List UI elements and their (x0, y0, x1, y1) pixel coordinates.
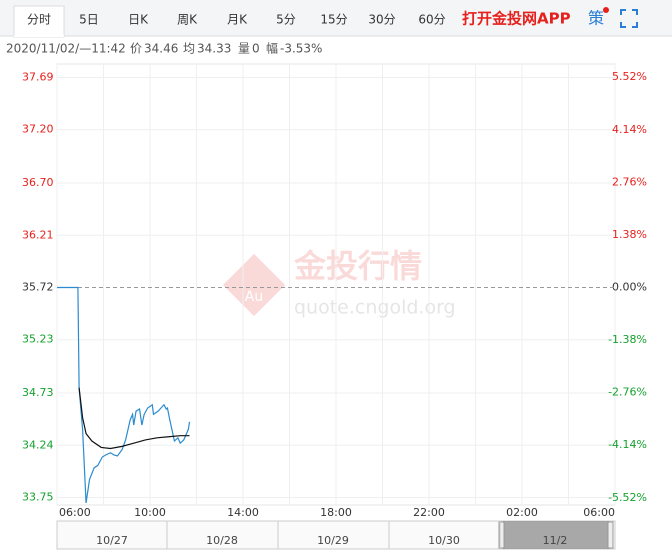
navigator-handle[interactable] (607, 521, 614, 549)
navigator-dates: 10/27 10/28 10/29 10/30 11/2 (96, 521, 567, 549)
y-tick-label: 37.20 (22, 123, 54, 136)
x-tick-label: 06:00 (59, 506, 91, 519)
y-tick-label: 34.73 (22, 386, 54, 399)
y-tick-label: 35.72 (22, 281, 54, 294)
app-link[interactable]: 打开金投网APP (462, 10, 571, 28)
chart: 06:00 10:00 14:00 18:00 22:00 02:00 06:00 37.69… (22, 63, 647, 519)
x-tick-label: 02:00 (506, 506, 538, 519)
info-item: 34.46 (144, 42, 178, 56)
y-tick-label: 33.75 (22, 491, 54, 504)
y2-tick-label: -2.76% (608, 386, 647, 399)
y2-tick-label: 0.00% (612, 281, 647, 294)
x-tick-label: 10:00 (134, 506, 166, 519)
x-tick-label: 22:00 (413, 506, 445, 519)
series-line (78, 387, 190, 450)
info-item: 量 (238, 42, 250, 56)
info-item: 0 (252, 42, 260, 56)
navigator-selection[interactable] (503, 521, 609, 549)
y2-tick-label: 5.52% (612, 70, 647, 83)
tab[interactable]: 日K (128, 13, 149, 27)
navigator-handle[interactable] (498, 521, 505, 549)
info-item: 价 (130, 42, 142, 56)
strategy-button[interactable]: 策 (588, 9, 604, 28)
y2-tick-label: -1.38% (608, 333, 647, 346)
notify-dot (603, 7, 609, 13)
y-tick-label: 36.21 (22, 228, 54, 241)
info-line: 2020/11/02/—11:42 价 34.46 均 34.33 量 0 幅 -3.53% (6, 41, 322, 56)
watermark: Au 金投行情 quote.cngold.org (222, 247, 456, 319)
fullscreen-button[interactable] (620, 9, 638, 28)
watermark-brand: 金投行情 (293, 247, 422, 285)
info-item: 2020/11/02/—11:42 (6, 42, 126, 56)
active-tab-bg (13, 5, 65, 38)
tab[interactable]: 分时 (27, 13, 51, 27)
y-tick-label: 34.24 (22, 438, 54, 451)
y-tick-label: 35.23 (22, 333, 54, 346)
navigator-date: 11/2 (543, 534, 568, 547)
y2-tick-label: -5.52% (608, 491, 647, 504)
tab[interactable]: 60分 (418, 13, 445, 27)
y-tick-label: 36.70 (22, 176, 54, 189)
y2-tick-label: 4.14% (612, 123, 647, 136)
watermark-site: quote.cngold.org (294, 297, 456, 319)
y2-tick-label: 2.76% (612, 175, 647, 188)
tab[interactable]: 15分 (320, 13, 347, 27)
tab[interactable]: 30分 (368, 13, 395, 27)
tab[interactable]: 5分 (276, 13, 296, 27)
series-line (57, 286, 191, 503)
navigator-date: 10/27 (96, 534, 128, 547)
x-tick-label: 14:00 (227, 506, 259, 519)
x-tick-label: 18:00 (320, 506, 352, 519)
toolbar (0, 0, 672, 36)
navigator-date: 10/29 (317, 534, 349, 547)
tab[interactable]: 周K (177, 13, 198, 27)
y2-tick-label: -4.14% (608, 438, 647, 451)
navigator-date: 10/28 (206, 534, 238, 547)
info-item: 均 (183, 42, 195, 56)
info-item: -3.53% (280, 42, 322, 56)
x-tick-label: 06:00 (583, 506, 615, 519)
info-item: 34.33 (197, 42, 231, 56)
tabs: 分时 5日 日K 周K 月K 5分 15分 30分 60分 (27, 13, 446, 27)
tab[interactable]: 月K (227, 13, 248, 27)
navigator-date: 10/30 (428, 534, 460, 547)
watermark-logo (222, 253, 286, 317)
info-item: 幅 (266, 41, 278, 56)
watermark-logo-text: Au (245, 289, 263, 305)
y-tick-label: 37.69 (22, 70, 54, 83)
y2-tick-label: 1.38% (612, 228, 647, 241)
tab[interactable]: 5日 (79, 13, 99, 27)
